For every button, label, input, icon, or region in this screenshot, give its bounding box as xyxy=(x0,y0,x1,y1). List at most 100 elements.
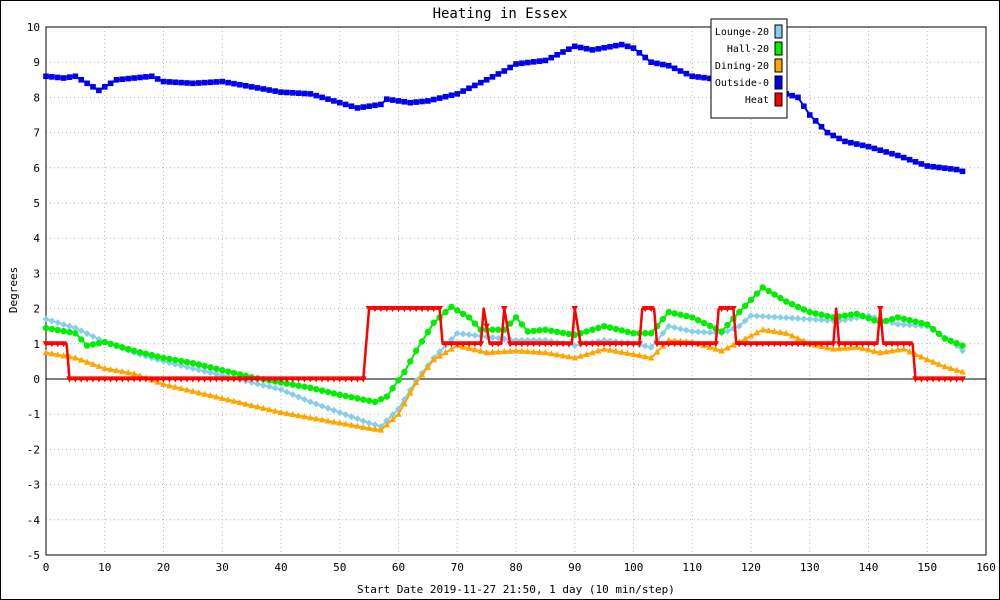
x-tick-label: 30 xyxy=(216,561,229,574)
data-point-dining-20 xyxy=(771,327,778,335)
data-point-dining-20 xyxy=(248,401,255,408)
data-point-outside-0 xyxy=(284,89,290,96)
data-point-hall-20 xyxy=(612,325,620,333)
data-point-heat xyxy=(377,306,385,313)
data-point-heat xyxy=(77,376,85,383)
data-point-outside-0 xyxy=(689,73,696,80)
data-point-heat xyxy=(536,341,543,348)
data-point-dining-20 xyxy=(60,352,67,359)
data-point-dining-20 xyxy=(130,370,138,377)
data-point-dining-20 xyxy=(424,363,432,370)
data-point-heat xyxy=(894,341,902,348)
data-point-lounge-20 xyxy=(389,411,397,419)
data-point-outside-0 xyxy=(237,81,243,88)
data-point-heat xyxy=(688,341,696,348)
legend-label: Lounge-20 xyxy=(715,27,769,38)
data-point-heat xyxy=(89,376,97,383)
data-point-dining-20 xyxy=(606,346,614,353)
data-point-hall-20 xyxy=(136,349,144,356)
y-tick-label: -1 xyxy=(27,408,40,421)
data-point-heat xyxy=(812,341,819,348)
data-point-dining-20 xyxy=(471,346,479,353)
data-point-lounge-20 xyxy=(741,317,749,325)
data-point-lounge-20 xyxy=(700,328,708,336)
data-point-outside-0 xyxy=(877,147,884,153)
data-point-dining-20 xyxy=(195,389,203,396)
data-point-hall-20 xyxy=(747,296,755,303)
data-point-hall-20 xyxy=(929,325,937,333)
data-point-dining-20 xyxy=(794,335,802,342)
data-point-hall-20 xyxy=(718,328,725,335)
x-tick-label: 150 xyxy=(917,561,937,574)
data-point-dining-20 xyxy=(536,348,543,355)
data-point-lounge-20 xyxy=(688,328,696,335)
data-point-outside-0 xyxy=(519,60,525,67)
data-point-outside-0 xyxy=(795,94,801,101)
data-point-heat xyxy=(242,376,250,383)
data-point-hall-20 xyxy=(912,318,919,325)
data-point-dining-20 xyxy=(500,348,508,355)
data-point-hall-20 xyxy=(365,397,373,404)
data-point-hall-20 xyxy=(624,328,631,336)
data-point-outside-0 xyxy=(583,45,590,52)
data-point-outside-0 xyxy=(260,86,267,92)
data-point-heat xyxy=(530,341,537,348)
data-point-lounge-20 xyxy=(765,313,773,321)
data-point-hall-20 xyxy=(189,359,197,367)
data-point-lounge-20 xyxy=(248,379,256,386)
data-point-heat xyxy=(600,341,608,348)
data-point-heat xyxy=(371,306,379,313)
data-point-outside-0 xyxy=(665,62,672,69)
data-point-dining-20 xyxy=(624,349,631,356)
data-point-heat xyxy=(342,376,349,383)
data-point-outside-0 xyxy=(671,65,678,72)
data-point-dining-20 xyxy=(283,409,291,417)
data-point-heat xyxy=(800,341,808,348)
data-point-lounge-20 xyxy=(89,333,97,340)
data-point-outside-0 xyxy=(325,96,331,102)
data-point-heat xyxy=(929,376,937,383)
data-point-hall-20 xyxy=(407,358,414,365)
data-point-dining-20 xyxy=(207,392,214,399)
data-point-outside-0 xyxy=(859,142,866,149)
data-point-hall-20 xyxy=(330,390,338,397)
data-point-heat xyxy=(624,341,631,348)
data-point-lounge-20 xyxy=(42,315,50,323)
data-point-outside-0 xyxy=(853,141,860,147)
legend-label: Outside-0 xyxy=(715,78,769,89)
data-point-hall-20 xyxy=(888,315,896,323)
data-point-heat xyxy=(177,376,185,383)
data-point-hall-20 xyxy=(283,380,291,387)
data-point-heat xyxy=(841,341,849,348)
data-point-lounge-20 xyxy=(277,386,285,393)
data-point-heat xyxy=(495,341,502,348)
data-point-lounge-20 xyxy=(318,402,326,410)
data-point-hall-20 xyxy=(771,291,778,298)
data-point-outside-0 xyxy=(618,41,625,48)
data-point-heat xyxy=(465,341,473,348)
data-point-dining-20 xyxy=(389,415,396,423)
data-point-heat xyxy=(312,376,320,383)
data-point-lounge-20 xyxy=(682,326,690,334)
data-point-outside-0 xyxy=(154,76,161,82)
data-point-dining-20 xyxy=(923,356,931,363)
data-point-outside-0 xyxy=(448,92,455,99)
data-point-dining-20 xyxy=(330,418,338,425)
data-point-heat xyxy=(359,376,367,383)
legend-label: Hall-20 xyxy=(727,44,769,55)
data-point-dining-20 xyxy=(336,419,344,426)
data-point-dining-20 xyxy=(160,380,167,387)
data-point-outside-0 xyxy=(266,87,273,93)
data-point-outside-0 xyxy=(143,74,149,80)
data-point-outside-0 xyxy=(571,43,578,50)
data-point-lounge-20 xyxy=(177,362,185,370)
data-point-dining-20 xyxy=(342,420,349,427)
data-point-lounge-20 xyxy=(606,337,614,345)
data-point-lounge-20 xyxy=(647,343,655,351)
data-point-dining-20 xyxy=(95,362,103,369)
data-point-heat xyxy=(618,341,626,348)
data-point-dining-20 xyxy=(77,356,85,363)
data-point-hall-20 xyxy=(236,371,244,378)
data-point-lounge-20 xyxy=(788,314,796,322)
data-point-outside-0 xyxy=(354,105,361,111)
